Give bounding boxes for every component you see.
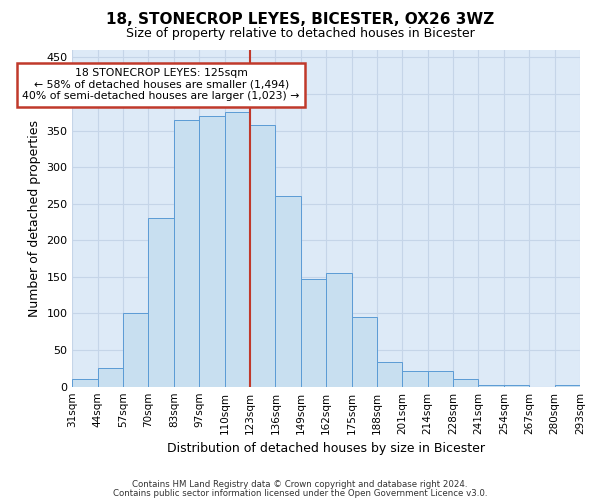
- Text: Size of property relative to detached houses in Bicester: Size of property relative to detached ho…: [125, 28, 475, 40]
- Bar: [73, 380, 98, 386]
- Bar: [428, 370, 453, 386]
- Bar: [199, 116, 224, 386]
- Bar: [377, 362, 403, 386]
- Text: Contains public sector information licensed under the Open Government Licence v3: Contains public sector information licen…: [113, 488, 487, 498]
- Bar: [554, 385, 580, 386]
- Bar: [504, 385, 529, 386]
- Bar: [123, 314, 148, 386]
- Bar: [301, 279, 326, 386]
- X-axis label: Distribution of detached houses by size in Bicester: Distribution of detached houses by size …: [167, 442, 485, 455]
- Bar: [174, 120, 199, 386]
- Y-axis label: Number of detached properties: Number of detached properties: [28, 120, 41, 317]
- Bar: [250, 124, 275, 386]
- Bar: [478, 385, 504, 386]
- Bar: [326, 273, 352, 386]
- Text: 18 STONECROP LEYES: 125sqm
← 58% of detached houses are smaller (1,494)
40% of s: 18 STONECROP LEYES: 125sqm ← 58% of deta…: [22, 68, 300, 102]
- Text: 18, STONECROP LEYES, BICESTER, OX26 3WZ: 18, STONECROP LEYES, BICESTER, OX26 3WZ: [106, 12, 494, 28]
- Bar: [352, 317, 377, 386]
- Bar: [275, 196, 301, 386]
- Bar: [224, 112, 250, 386]
- Bar: [98, 368, 123, 386]
- Bar: [148, 218, 174, 386]
- Bar: [453, 378, 478, 386]
- Text: Contains HM Land Registry data © Crown copyright and database right 2024.: Contains HM Land Registry data © Crown c…: [132, 480, 468, 489]
- Bar: [403, 370, 428, 386]
